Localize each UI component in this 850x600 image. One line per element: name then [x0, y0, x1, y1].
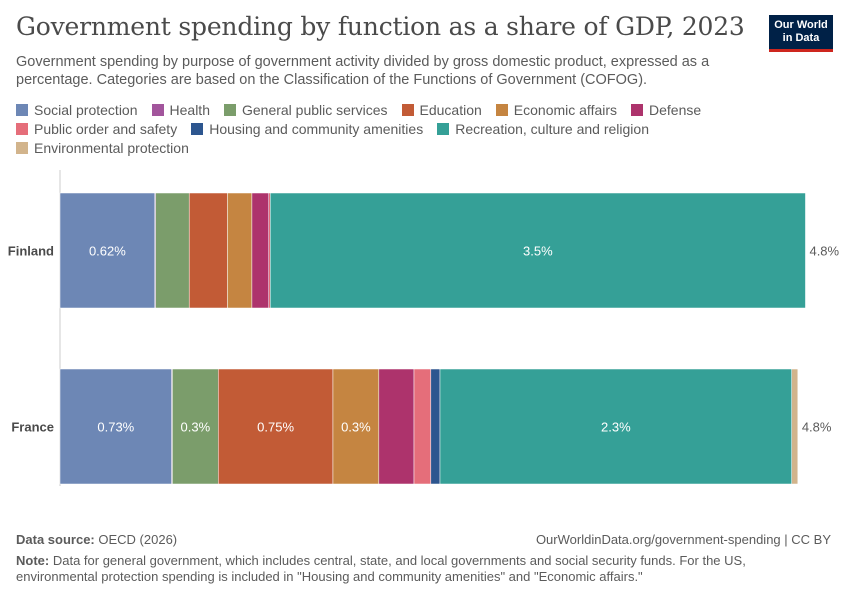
legend-item-8[interactable]: Recreation, culture and religion — [437, 120, 649, 137]
legend-swatch — [16, 122, 28, 135]
bar-segment-finland-2[interactable] — [155, 192, 190, 309]
legend-label: General public services — [241, 101, 388, 118]
legend-swatch — [16, 103, 28, 116]
legend-swatch — [631, 103, 644, 116]
legend-item-5[interactable]: Defense — [631, 101, 701, 118]
legend-label: Housing and community amenities — [209, 120, 424, 137]
data-label: 2.3% — [601, 420, 631, 435]
legend-swatch — [16, 141, 28, 154]
data-label: 0.3% — [181, 420, 211, 435]
bar-segment-france-2[interactable] — [172, 368, 219, 485]
data-label: 3.5% — [523, 244, 553, 259]
bar-segment-france-9[interactable] — [791, 368, 799, 485]
legend-label: Health — [169, 101, 210, 118]
bar-segment-finland-8[interactable] — [270, 192, 806, 309]
data-source-label: Data source: — [16, 532, 95, 547]
legend-swatch — [401, 103, 414, 116]
legend-swatch — [191, 122, 204, 135]
legend-swatch — [151, 103, 164, 116]
legend-swatch — [495, 103, 508, 116]
chart-note: Note: Data for general government, which… — [16, 553, 831, 585]
bar-segment-france-8[interactable] — [439, 368, 792, 485]
source-url[interactable]: OurWorldinData.org/government-spending |… — [535, 532, 831, 547]
note-text: Data for general government, which inclu… — [16, 553, 746, 584]
data-label: 0.75% — [257, 420, 294, 435]
bar-segment-finland-5[interactable] — [251, 192, 269, 309]
chart-legend: Social protection Health General public se… — [16, 101, 796, 156]
bar-segment-france-7[interactable] — [430, 368, 441, 485]
legend-label: Environmental protection — [34, 139, 189, 156]
bar-segment-france-4[interactable] — [332, 368, 380, 485]
owid-logo[interactable]: Our World in Data — [769, 15, 833, 52]
data-source-value[interactable]: OECD (2026) — [98, 532, 178, 547]
bar-segment-france-5[interactable] — [378, 368, 415, 485]
bar-segment-finland-3[interactable] — [188, 192, 228, 309]
legend-item-6[interactable]: Public order and safety — [16, 120, 177, 137]
data-label: 0.62% — [89, 244, 126, 259]
bar-segment-finland-4[interactable] — [227, 192, 253, 309]
chart-title: Government spending by function as a sha… — [16, 12, 745, 41]
stacked-bar-chart: Finland 0.62% 3.5% 4.8% France 0.73% 0.3% 0.75%… — [8, 170, 840, 486]
legend-label: Defense — [649, 101, 702, 118]
bar-segment-france-6[interactable] — [413, 368, 432, 485]
legend-label: Public order and safety — [34, 120, 178, 137]
legend-label: Education — [419, 101, 482, 118]
total-label-finland: 4.8% — [809, 244, 839, 259]
logo-line-2: in Data — [782, 32, 820, 44]
bar-segment-france-3[interactable] — [218, 368, 334, 485]
legend-label: Social protection — [34, 101, 138, 118]
category-label-france: France — [11, 420, 54, 435]
bar-segment-finland-0[interactable] — [59, 192, 156, 309]
legend-item-4[interactable]: Economic affairs — [495, 101, 618, 118]
logo-line-1: Our World — [774, 19, 828, 31]
data-label: 0.73% — [97, 420, 134, 435]
bar-segment-france-0[interactable] — [59, 368, 172, 485]
chart-subtitle: Government spending by purpose of govern… — [16, 54, 710, 88]
note-label: Note: — [16, 553, 50, 568]
data-source: Data source: OECD (2026) — [16, 532, 177, 547]
legend-item-0[interactable]: Social protection — [16, 101, 138, 118]
legend-swatch — [223, 103, 236, 116]
legend-label: Economic affairs — [513, 101, 618, 118]
legend-item-2[interactable]: General public services — [223, 101, 388, 118]
legend-item-1[interactable]: Health — [151, 101, 210, 118]
legend-item-3[interactable]: Education — [401, 101, 482, 118]
category-label-finland: Finland — [8, 244, 54, 259]
legend-label: Recreation, culture and religion — [455, 120, 649, 137]
data-label: 0.3% — [341, 420, 371, 435]
legend-item-7[interactable]: Housing and community amenities — [191, 120, 423, 137]
legend-item-9[interactable]: Environmental protection — [16, 139, 189, 156]
total-label-france: 4.8% — [802, 420, 832, 435]
legend-swatch — [437, 122, 450, 135]
